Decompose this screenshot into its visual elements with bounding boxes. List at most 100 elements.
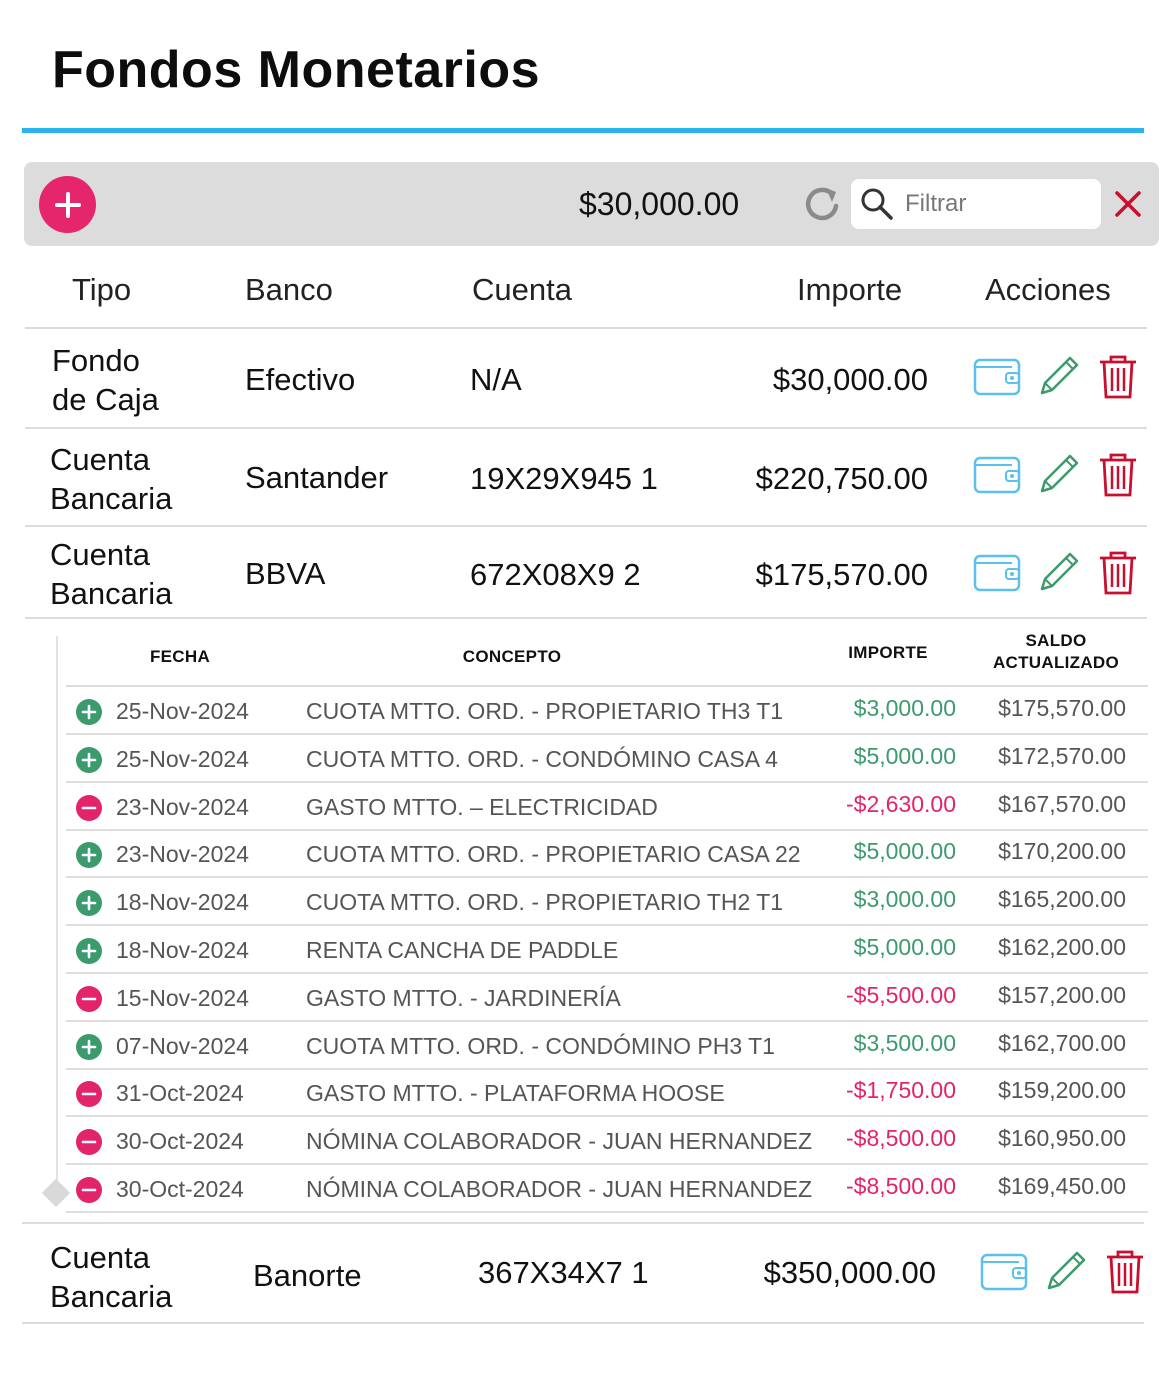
wallet-icon[interactable] bbox=[972, 451, 1022, 497]
plus-icon bbox=[54, 191, 81, 218]
movement-row: 18-Nov-2024 RENTA CANCHA DE PADDLE $5,000.… bbox=[66, 927, 1148, 974]
movement-balance: $170,200.00 bbox=[998, 838, 1126, 864]
minus-circle-icon bbox=[76, 1129, 102, 1155]
column-header-acciones: Acciones bbox=[985, 272, 1111, 307]
movement-date: 31-Oct-2024 bbox=[116, 1080, 244, 1106]
total-amount: $30,000.00 bbox=[579, 186, 740, 222]
movement-amount: $3,000.00 bbox=[853, 695, 956, 721]
refresh-icon[interactable] bbox=[802, 182, 842, 226]
row-divider bbox=[25, 525, 1147, 527]
movement-concept: GASTO MTTO. - JARDINERÍA bbox=[306, 985, 621, 1011]
movement-row: 23-Nov-2024 GASTO MTTO. – ELECTRICIDAD -$2… bbox=[66, 784, 1148, 831]
wallet-icon[interactable] bbox=[972, 353, 1022, 399]
movement-row: 18-Nov-2024 CUOTA MTTO. ORD. - PROPIETARI… bbox=[66, 879, 1148, 926]
row-amount: $175,570.00 bbox=[755, 557, 928, 592]
pencil-icon[interactable] bbox=[1043, 1248, 1089, 1294]
row-actions bbox=[972, 450, 1140, 498]
search-icon bbox=[861, 188, 893, 220]
plus-circle-icon bbox=[76, 842, 102, 868]
movement-amount: -$8,500.00 bbox=[846, 1125, 956, 1151]
movement-date: 23-Nov-2024 bbox=[116, 794, 249, 820]
movement-concept: NÓMINA COLABORADOR - JUAN HERNANDEZ bbox=[306, 1128, 813, 1154]
row-amount: $220,750.00 bbox=[755, 461, 928, 496]
row-account: 672X08X9 2 bbox=[470, 557, 641, 592]
minus-circle-icon bbox=[76, 795, 102, 821]
movement-row: 23-Nov-2024 CUOTA MTTO. ORD. - PROPIETARI… bbox=[66, 831, 1148, 878]
movement-row: 15-Nov-2024 GASTO MTTO. - JARDINERÍA -$5,5… bbox=[66, 975, 1148, 1022]
pencil-icon[interactable] bbox=[1036, 353, 1082, 399]
search-box bbox=[851, 179, 1101, 229]
movement-date: 18-Nov-2024 bbox=[116, 889, 249, 915]
movement-date: 25-Nov-2024 bbox=[116, 746, 249, 772]
minus-circle-icon bbox=[76, 1177, 102, 1203]
filter-input[interactable] bbox=[905, 190, 1085, 218]
row-bank: Banorte bbox=[253, 1258, 362, 1293]
add-fund-button[interactable] bbox=[39, 176, 96, 233]
movement-concept: GASTO MTTO. – ELECTRICIDAD bbox=[306, 794, 658, 820]
movement-date: 15-Nov-2024 bbox=[116, 985, 249, 1011]
movement-amount: $5,000.00 bbox=[853, 743, 956, 769]
movement-row: 30-Oct-2024 NÓMINA COLABORADOR - JUAN HER… bbox=[66, 1166, 1148, 1213]
column-header-cuenta: Cuenta bbox=[472, 272, 572, 307]
movement-balance: $175,570.00 bbox=[998, 695, 1126, 721]
column-header-importe: Importe bbox=[797, 272, 903, 307]
movement-concept: GASTO MTTO. - PLATAFORMA HOOSE bbox=[306, 1080, 725, 1106]
plus-circle-icon bbox=[76, 890, 102, 916]
movements-header-concepto: CONCEPTO bbox=[462, 647, 562, 666]
wallet-icon[interactable] bbox=[972, 549, 1022, 595]
pencil-icon[interactable] bbox=[1036, 451, 1082, 497]
minus-circle-icon bbox=[76, 1081, 102, 1107]
movements-header-saldo: SALDO ACTUALIZADO bbox=[992, 631, 1120, 672]
row-type: Cuenta Bancaria bbox=[50, 1240, 173, 1314]
row-actions bbox=[972, 548, 1140, 596]
movement-balance: $167,570.00 bbox=[998, 791, 1126, 817]
row-divider bbox=[25, 617, 1147, 619]
row-account: 19X29X945 1 bbox=[470, 461, 658, 496]
movement-date: 30-Oct-2024 bbox=[116, 1176, 244, 1202]
row-amount: $350,000.00 bbox=[763, 1255, 936, 1290]
movement-balance: $169,450.00 bbox=[998, 1173, 1126, 1199]
trash-icon[interactable] bbox=[1096, 548, 1140, 596]
title-underline bbox=[22, 128, 1144, 133]
row-type: Fondo de Caja bbox=[52, 343, 159, 417]
movement-concept: RENTA CANCHA DE PADDLE bbox=[306, 937, 619, 963]
minus-circle-icon bbox=[76, 986, 102, 1012]
row-divider bbox=[22, 1322, 1144, 1324]
movement-balance: $160,950.00 bbox=[998, 1125, 1126, 1151]
movement-date: 30-Oct-2024 bbox=[116, 1128, 244, 1154]
movements-header-fecha: FECHA bbox=[149, 647, 211, 666]
trash-icon[interactable] bbox=[1096, 352, 1140, 400]
wallet-icon[interactable] bbox=[979, 1248, 1029, 1294]
toolbar: $30,000.00 bbox=[24, 162, 1159, 246]
movement-amount: $3,000.00 bbox=[853, 886, 956, 912]
pencil-icon[interactable] bbox=[1036, 549, 1082, 595]
movements-timeline bbox=[56, 636, 58, 1196]
trash-icon[interactable] bbox=[1096, 450, 1140, 498]
movement-amount: -$5,500.00 bbox=[846, 982, 956, 1008]
column-header-tipo: Tipo bbox=[72, 272, 132, 307]
movements-header-importe: IMPORTE bbox=[848, 643, 928, 662]
movement-amount: -$8,500.00 bbox=[846, 1173, 956, 1199]
row-bank: Efectivo bbox=[245, 362, 356, 397]
close-icon[interactable] bbox=[1113, 189, 1143, 219]
movement-row: 31-Oct-2024 GASTO MTTO. - PLATAFORMA HOOS… bbox=[66, 1070, 1148, 1117]
movement-amount: -$1,750.00 bbox=[846, 1077, 956, 1103]
plus-circle-icon bbox=[76, 699, 102, 725]
row-type: Cuenta Bancaria bbox=[50, 442, 173, 516]
movement-date: 18-Nov-2024 bbox=[116, 937, 249, 963]
plus-circle-icon bbox=[76, 1034, 102, 1060]
header-divider bbox=[25, 327, 1147, 329]
movement-concept: CUOTA MTTO. ORD. - PROPIETARIO TH3 T1 bbox=[306, 698, 784, 724]
movement-balance: $157,200.00 bbox=[998, 982, 1126, 1008]
movement-balance: $172,570.00 bbox=[998, 743, 1126, 769]
column-header-banco: Banco bbox=[245, 272, 333, 307]
movement-concept: CUOTA MTTO. ORD. - CONDÓMINO CASA 4 bbox=[306, 746, 778, 772]
movement-row: 25-Nov-2024 CUOTA MTTO. ORD. - CONDÓMINO … bbox=[66, 736, 1148, 783]
plus-circle-icon bbox=[76, 938, 102, 964]
movement-date: 07-Nov-2024 bbox=[116, 1033, 249, 1059]
row-bank: Santander bbox=[245, 460, 389, 495]
page-title: Fondos Monetarios bbox=[52, 41, 541, 99]
movement-amount: $3,500.00 bbox=[853, 1030, 956, 1056]
trash-icon[interactable] bbox=[1103, 1247, 1147, 1295]
row-account: N/A bbox=[470, 362, 522, 397]
